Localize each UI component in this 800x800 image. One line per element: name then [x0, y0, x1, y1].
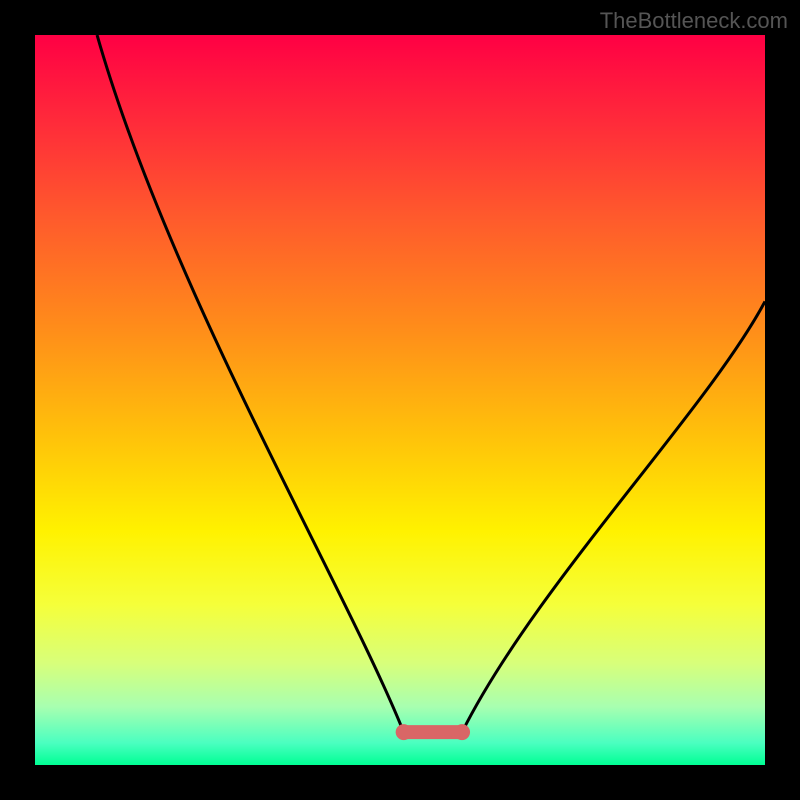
valley-dot-left — [396, 724, 412, 740]
valley-dot-right — [454, 724, 470, 740]
watermark-text: TheBottleneck.com — [600, 8, 788, 34]
valley-dot-mid — [428, 726, 438, 736]
bottleneck-chart — [0, 0, 800, 800]
valley-dot-mid — [442, 728, 452, 738]
chart-container: TheBottleneck.com — [0, 0, 800, 800]
valley-dot-mid — [413, 728, 423, 738]
plot-background — [35, 35, 765, 765]
